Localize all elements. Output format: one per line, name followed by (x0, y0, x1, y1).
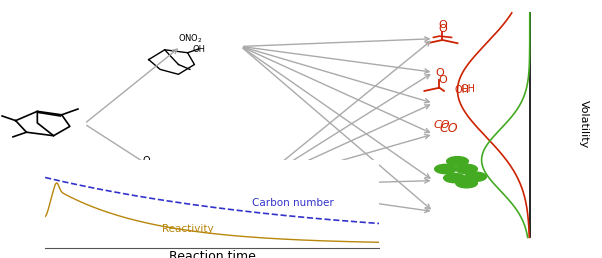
Circle shape (447, 157, 468, 166)
Text: Volatility: Volatility (579, 100, 589, 148)
Text: O: O (438, 20, 447, 30)
Text: CO: CO (439, 123, 458, 135)
Circle shape (444, 173, 465, 183)
Text: O: O (435, 68, 444, 78)
Text: CO: CO (433, 120, 450, 130)
Text: O: O (438, 75, 447, 85)
Text: ONO$_2$: ONO$_2$ (178, 33, 203, 45)
Text: O: O (438, 24, 447, 34)
Text: O: O (143, 156, 150, 166)
Text: Carbon number: Carbon number (252, 198, 334, 208)
Text: OH: OH (192, 45, 205, 54)
Text: Reactivity: Reactivity (162, 224, 214, 234)
Circle shape (456, 164, 477, 174)
Circle shape (456, 179, 477, 188)
Text: OH: OH (455, 85, 470, 95)
X-axis label: Reaction time: Reaction time (169, 251, 256, 258)
Circle shape (465, 172, 486, 181)
Circle shape (435, 164, 456, 174)
Text: O: O (226, 167, 234, 177)
Text: OH: OH (461, 84, 476, 94)
